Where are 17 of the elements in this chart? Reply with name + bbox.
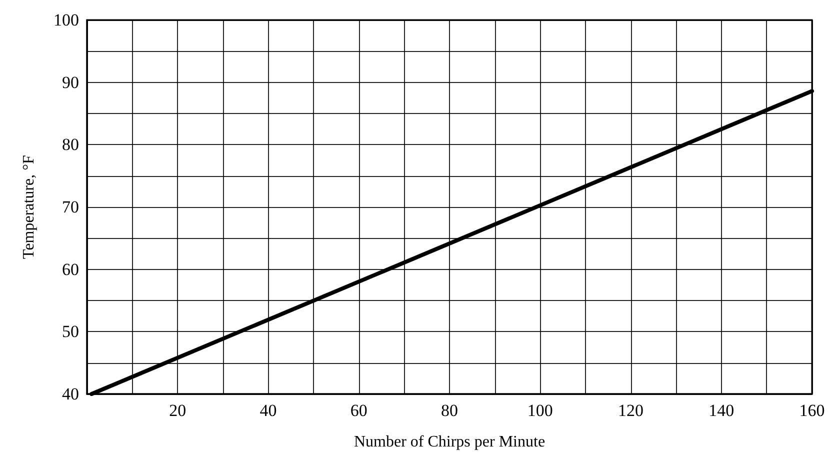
- x-tick-label: 160: [799, 401, 825, 420]
- x-tick-label: 20: [169, 401, 186, 420]
- y-tick-label: 70: [62, 198, 79, 216]
- x-axis-title: Number of Chirps per Minute: [354, 434, 546, 450]
- x-tick-label: 40: [260, 401, 277, 420]
- y-tick-label: 90: [62, 72, 79, 92]
- y-tick-label: 40: [62, 384, 79, 404]
- y-tick-label: 60: [62, 260, 79, 279]
- x-tick-label: 140: [708, 401, 734, 420]
- y-tick-label: 80: [62, 135, 79, 154]
- y-tick-label: 100: [54, 10, 79, 30]
- y-tick-label: 50: [62, 322, 79, 342]
- x-tick-label: 80: [441, 401, 458, 420]
- y-axis-title: Temperature, °F: [20, 154, 38, 259]
- x-tick-label: 100: [527, 401, 553, 420]
- x-tick-label: 60: [350, 401, 368, 420]
- x-tick-label: 120: [618, 401, 644, 420]
